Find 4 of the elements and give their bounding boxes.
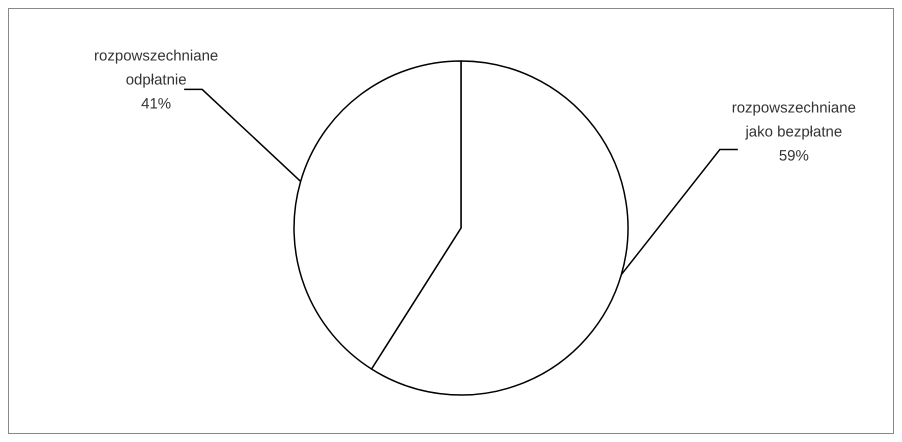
slice-label: rozpowszechniane odpłatnie <box>94 47 218 88</box>
data-label: 59% <box>778 148 809 165</box>
slice-label: rozpowszechniane jako bezpłatne <box>732 100 856 141</box>
data-label: 41% <box>141 95 172 112</box>
